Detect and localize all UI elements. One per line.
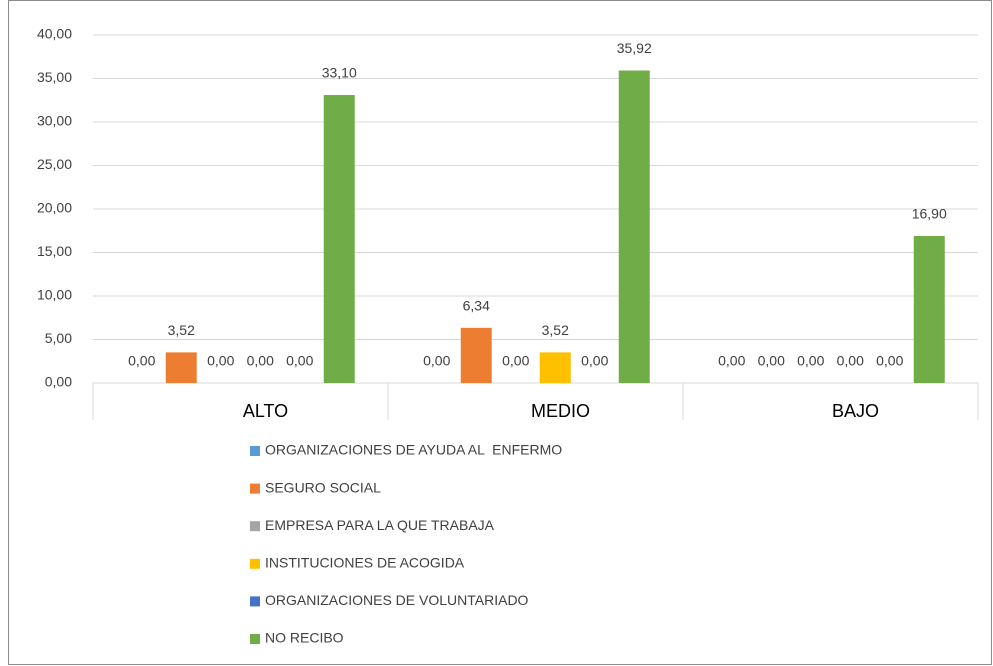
legend-swatch — [250, 596, 260, 607]
y-tick-label: 40,00 — [37, 26, 72, 42]
legend-label: ORGANIZACIONES DE AYUDA AL ENFERMO — [265, 442, 562, 458]
data-label: 6,34 — [463, 298, 490, 314]
legend-swatch — [250, 521, 260, 532]
legend-swatch — [250, 446, 260, 456]
data-label: 16,90 — [912, 206, 947, 222]
bar — [539, 352, 571, 383]
data-label: 35,92 — [617, 40, 652, 56]
y-tick-label: 15,00 — [37, 243, 72, 259]
legend-label: ORGANIZACIONES DE VOLUNTARIADO — [265, 592, 529, 608]
bar — [460, 327, 492, 383]
bar — [165, 352, 197, 383]
bar — [618, 70, 650, 383]
chart-border — [8, 0, 992, 665]
data-label: 0,00 — [581, 353, 608, 369]
data-label: 0,00 — [502, 353, 529, 369]
x-tick-label: MEDIO — [531, 401, 590, 421]
data-label: 3,52 — [542, 322, 569, 338]
data-label: 0,00 — [758, 353, 785, 369]
y-tick-label: 0,00 — [45, 374, 72, 390]
legend-label: SEGURO SOCIAL — [265, 479, 381, 495]
legend-swatch — [250, 483, 260, 494]
legend-label: NO RECIBO — [265, 630, 344, 646]
data-label: 0,00 — [876, 353, 903, 369]
data-label: 3,52 — [168, 322, 195, 338]
legend-label: EMPRESA PARA LA QUE TRABAJA — [265, 517, 495, 533]
data-label: 33,10 — [322, 65, 357, 81]
legend-label: INSTITUCIONES DE ACOGIDA — [265, 555, 465, 571]
data-label: 0,00 — [797, 353, 824, 369]
data-label: 0,00 — [128, 353, 155, 369]
data-label: 0,00 — [423, 353, 450, 369]
x-tick-label: BAJO — [832, 401, 879, 421]
bar — [323, 95, 355, 383]
x-tick-label: ALTO — [243, 401, 288, 421]
data-label: 0,00 — [286, 353, 313, 369]
legend-swatch — [250, 634, 260, 644]
y-tick-label: 30,00 — [37, 113, 72, 129]
data-label: 0,00 — [837, 353, 864, 369]
y-tick-label: 35,00 — [37, 69, 72, 85]
y-tick-label: 5,00 — [45, 330, 72, 346]
bar — [913, 235, 945, 383]
data-label: 0,00 — [247, 353, 274, 369]
data-label: 0,00 — [207, 353, 234, 369]
y-tick-label: 25,00 — [37, 156, 72, 172]
legend-swatch — [250, 558, 260, 569]
y-tick-label: 20,00 — [37, 200, 72, 216]
y-tick-label: 10,00 — [37, 287, 72, 303]
data-label: 0,00 — [718, 353, 745, 369]
